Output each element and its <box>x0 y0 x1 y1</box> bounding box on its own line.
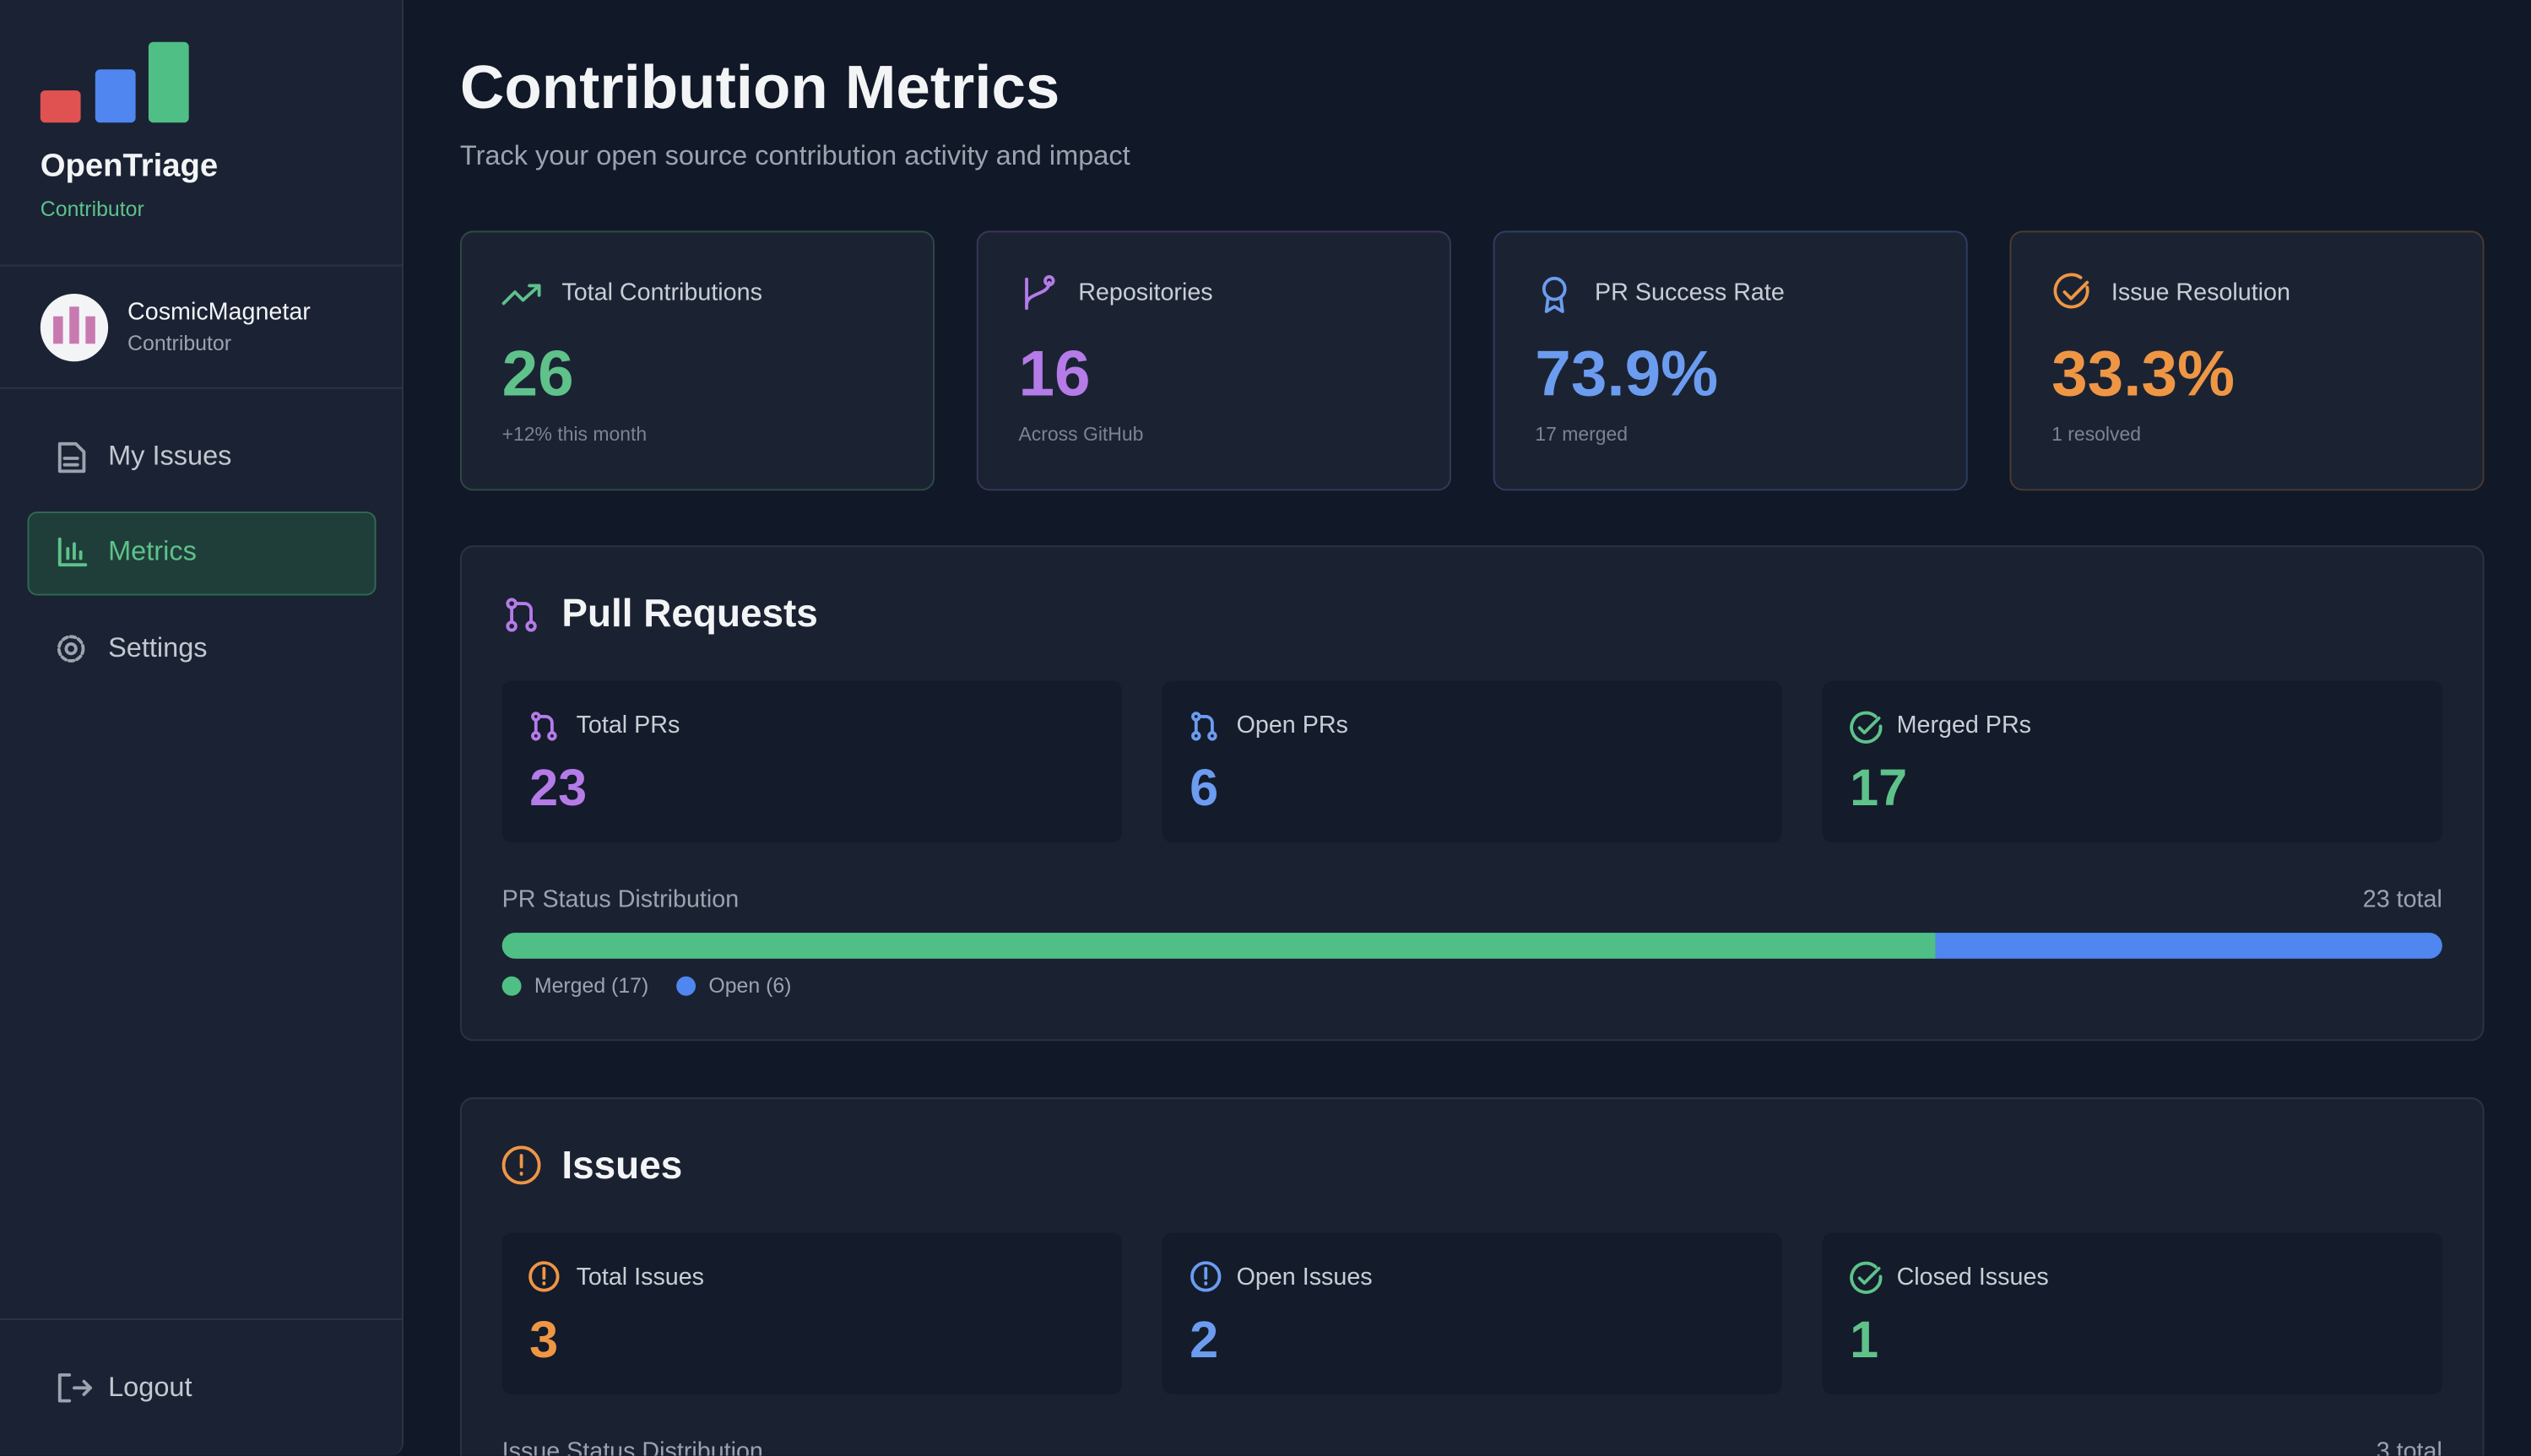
icon <box>64 641 78 656</box>
icon <box>528 1261 560 1292</box>
icon <box>57 537 88 567</box>
stat-value: 17 <box>1850 758 1908 817</box>
stat-card <box>501 680 1122 843</box>
page-title: Contribution Metrics <box>459 55 1060 123</box>
legend-swatch <box>501 976 522 996</box>
icon <box>1190 1261 1222 1292</box>
stat-card <box>1162 680 1782 843</box>
user-name: CosmicMagnetar <box>127 298 311 327</box>
logo <box>95 69 136 123</box>
avatar <box>69 306 79 344</box>
logo <box>40 90 81 123</box>
stat-value: 1 <box>1850 1310 1879 1368</box>
card-note: Across GitHub <box>1018 422 1144 446</box>
card-value: 26 <box>501 338 574 410</box>
card-note: 1 resolved <box>2051 422 2142 446</box>
nav-item[interactable]: Metrics <box>108 536 197 567</box>
divider <box>0 387 404 389</box>
legend-swatch <box>676 976 696 996</box>
nav-item[interactable]: Settings <box>108 632 208 663</box>
stat-label: Merged PRs <box>1896 712 2032 739</box>
legend-label: Open (6) <box>708 973 792 998</box>
nav-item[interactable]: My Issues <box>108 440 232 471</box>
stat-card <box>1162 1232 1782 1394</box>
card-note: +12% this month <box>501 422 648 446</box>
icon <box>2053 273 2089 309</box>
avatar <box>85 316 95 344</box>
icon <box>1850 711 1883 744</box>
card-note: 17 merged <box>1535 422 1629 446</box>
progress-segment <box>501 933 1937 959</box>
page-subtitle: Track your open source contribution acti… <box>459 139 1130 171</box>
card-label: Issue Resolution <box>2111 279 2290 307</box>
icon <box>1191 712 1217 741</box>
stat-label: Total Issues <box>576 1264 705 1291</box>
card-label: PR Success Rate <box>1595 279 1785 307</box>
distribution-total: 23 total <box>2362 885 2442 914</box>
icon <box>501 1145 541 1185</box>
stat-card <box>1822 1232 2442 1394</box>
stat-value: 3 <box>529 1310 559 1368</box>
icon <box>1043 274 1055 287</box>
stat-label: Open PRs <box>1236 712 1348 739</box>
stat-card <box>1822 680 2442 843</box>
distribution-total: 3 total <box>2376 1437 2442 1456</box>
section-title: Issues <box>561 1143 683 1188</box>
app-name: OpenTriage <box>40 148 219 184</box>
card <box>976 230 1451 491</box>
nav-logout[interactable]: Logout <box>108 1371 192 1403</box>
distribution-title: PR Status Distribution <box>501 885 740 914</box>
card-value: 16 <box>1018 338 1091 410</box>
app-role: Contributor <box>40 197 144 222</box>
icon <box>1544 296 1564 313</box>
stat-label: Closed Issues <box>1896 1264 2049 1291</box>
icon <box>1850 1261 1883 1294</box>
icon <box>501 284 541 306</box>
card-label: Total Contributions <box>561 279 762 307</box>
icon <box>57 441 86 474</box>
card-value: 73.9% <box>1535 338 1719 410</box>
icon <box>506 598 537 632</box>
stat-label: Total PRs <box>576 712 680 739</box>
avatar <box>53 316 63 344</box>
card-label: Repositories <box>1078 279 1213 307</box>
stat-value: 6 <box>1190 758 1219 817</box>
nav-active[interactable] <box>27 511 377 596</box>
user-role: Contributor <box>127 331 232 355</box>
legend-label: Merged (17) <box>534 973 649 998</box>
logo <box>148 41 189 123</box>
icon <box>57 1373 92 1403</box>
card <box>1493 230 1968 491</box>
stat-value: 2 <box>1190 1310 1219 1368</box>
stat-value: 23 <box>529 758 588 817</box>
distribution-title: Issue Status Distribution <box>501 1437 763 1456</box>
divider <box>0 264 404 267</box>
card-value: 33.3% <box>2051 338 2236 410</box>
divider <box>0 1318 404 1321</box>
stat-card <box>501 1232 1122 1394</box>
card <box>2009 230 2485 491</box>
progress-segment <box>1936 933 2442 959</box>
stat-label: Open Issues <box>1236 1264 1373 1291</box>
icon <box>531 712 557 741</box>
icon <box>57 635 85 663</box>
sidebar <box>0 0 404 1456</box>
card <box>459 230 935 491</box>
section-title: Pull Requests <box>561 591 818 636</box>
icon <box>1542 276 1567 301</box>
